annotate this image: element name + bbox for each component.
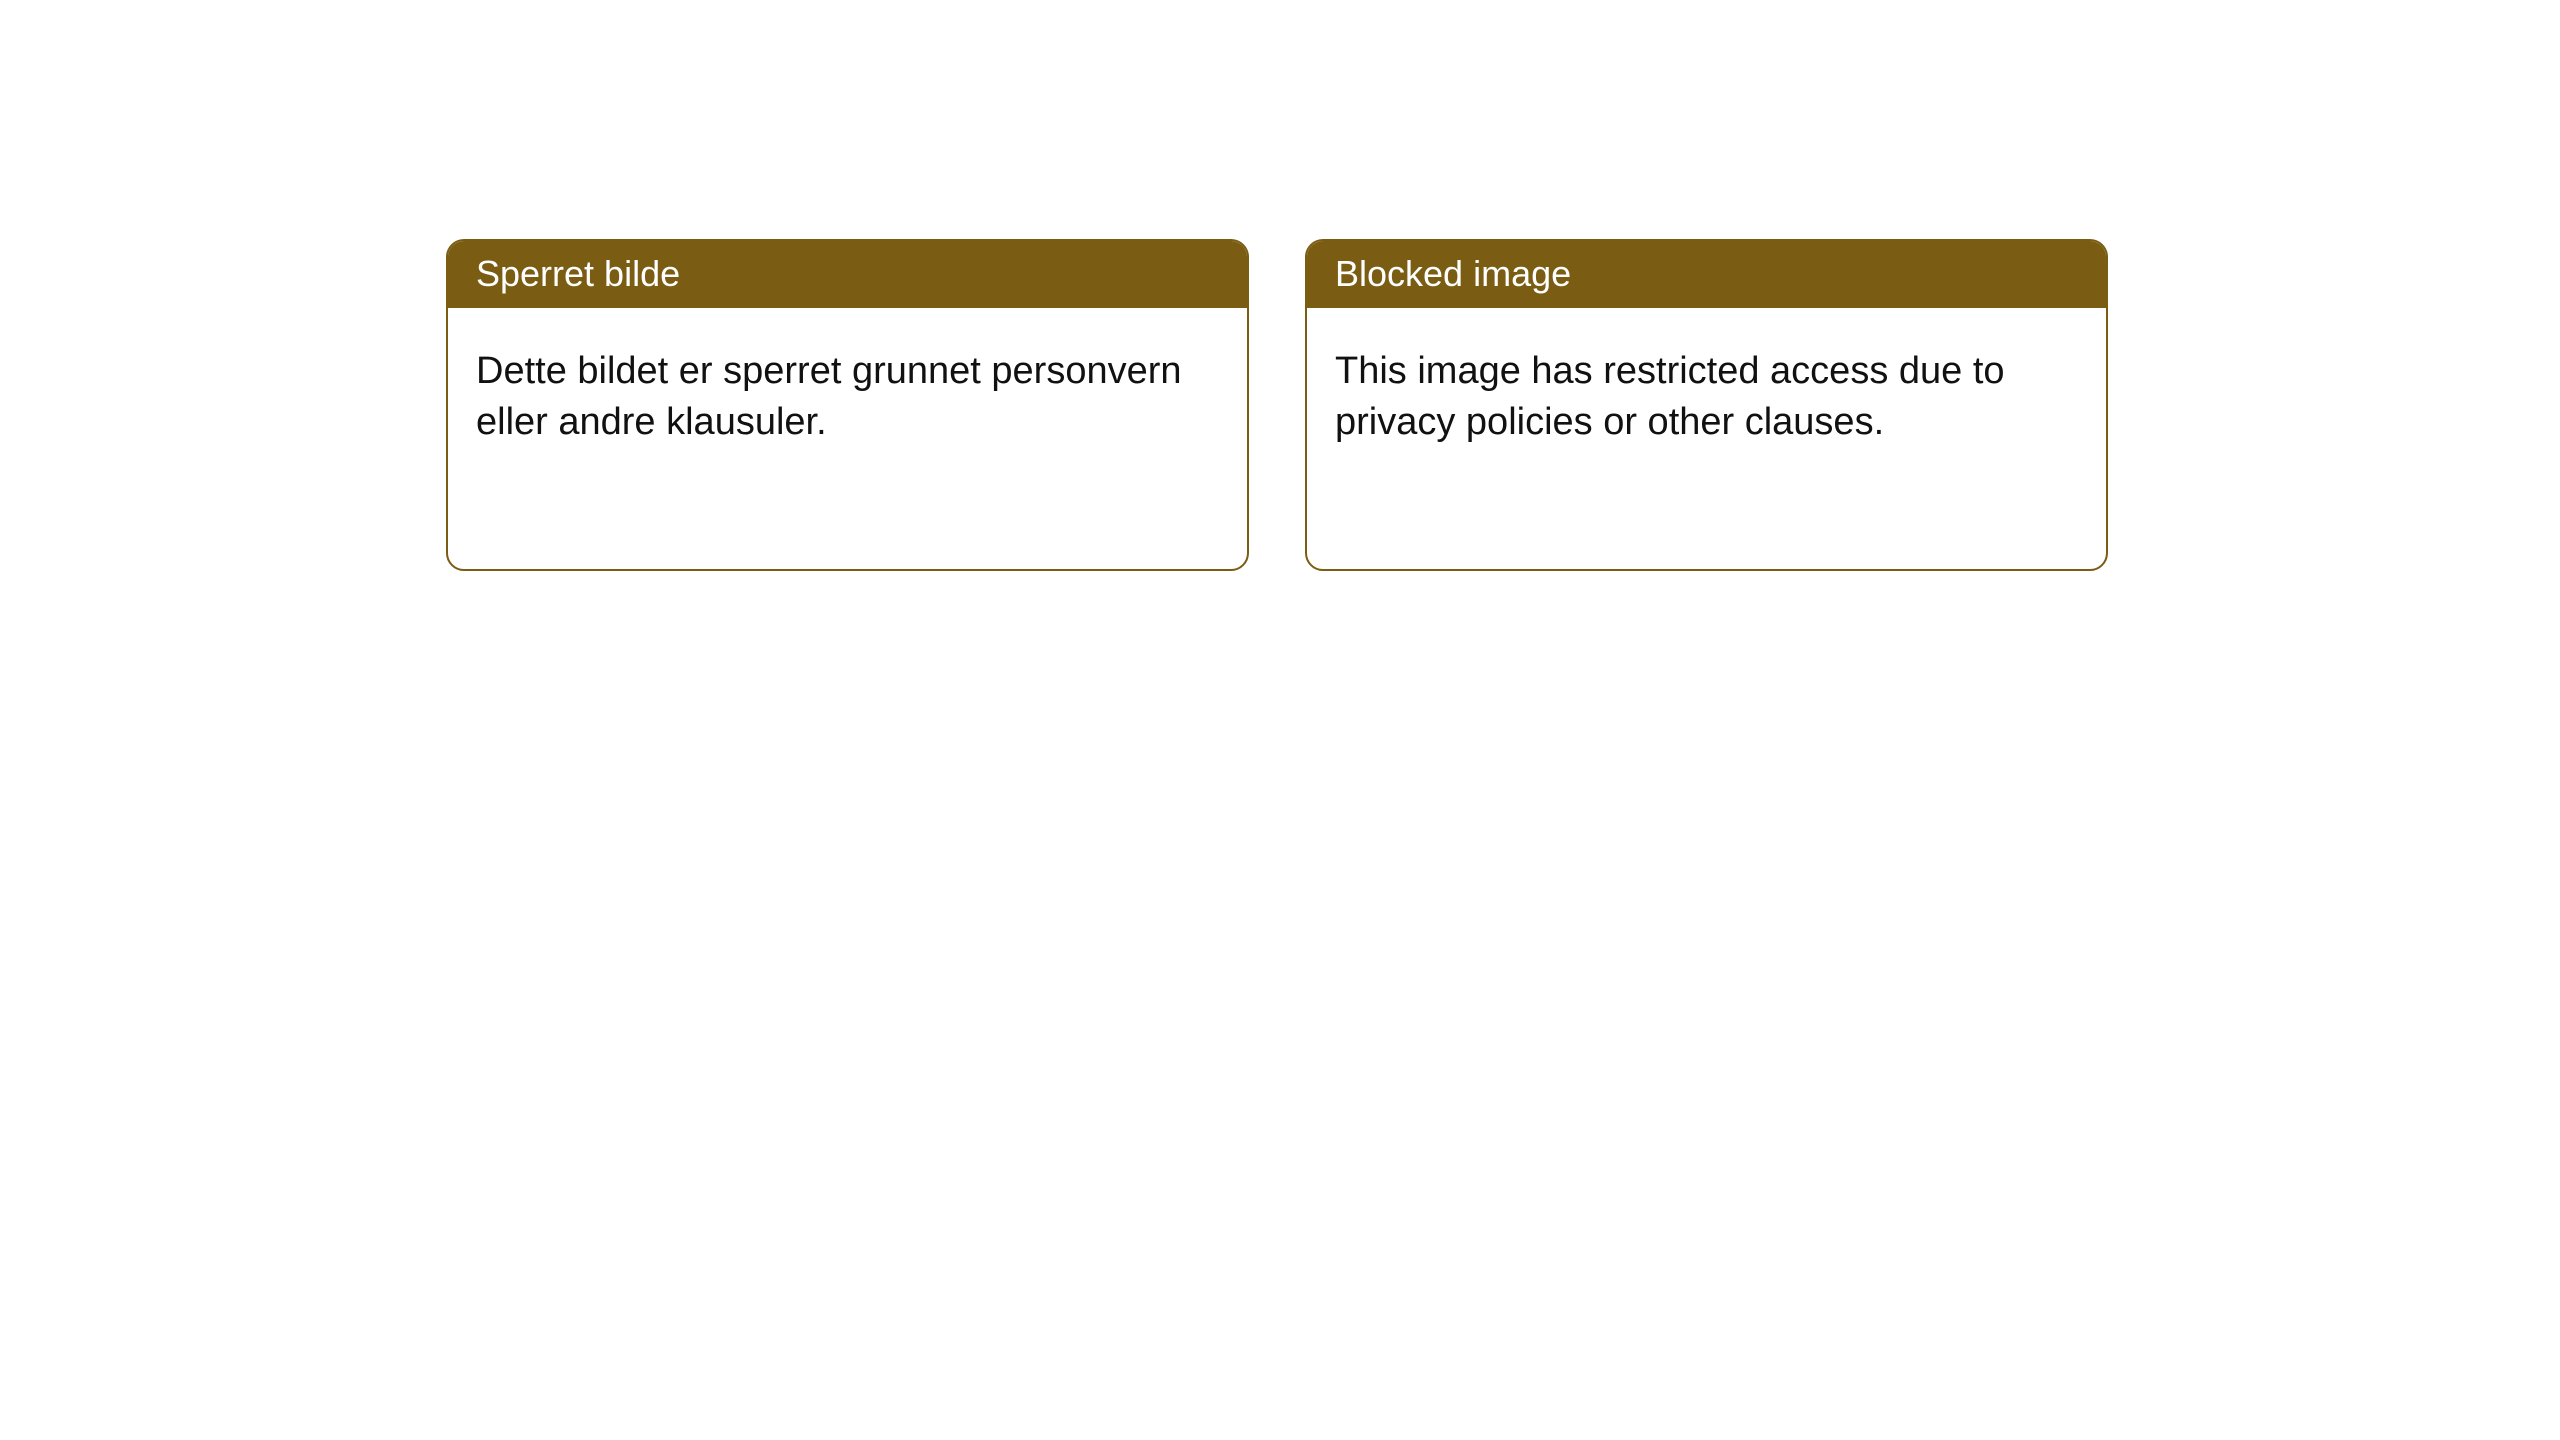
card-body: This image has restricted access due to … xyxy=(1307,308,2106,477)
card-header: Blocked image xyxy=(1307,241,2106,308)
card-body: Dette bildet er sperret grunnet personve… xyxy=(448,308,1247,477)
notice-container: Sperret bilde Dette bildet er sperret gr… xyxy=(0,0,2560,571)
notice-card-english: Blocked image This image has restricted … xyxy=(1305,239,2108,571)
notice-card-norwegian: Sperret bilde Dette bildet er sperret gr… xyxy=(446,239,1249,571)
card-header: Sperret bilde xyxy=(448,241,1247,308)
